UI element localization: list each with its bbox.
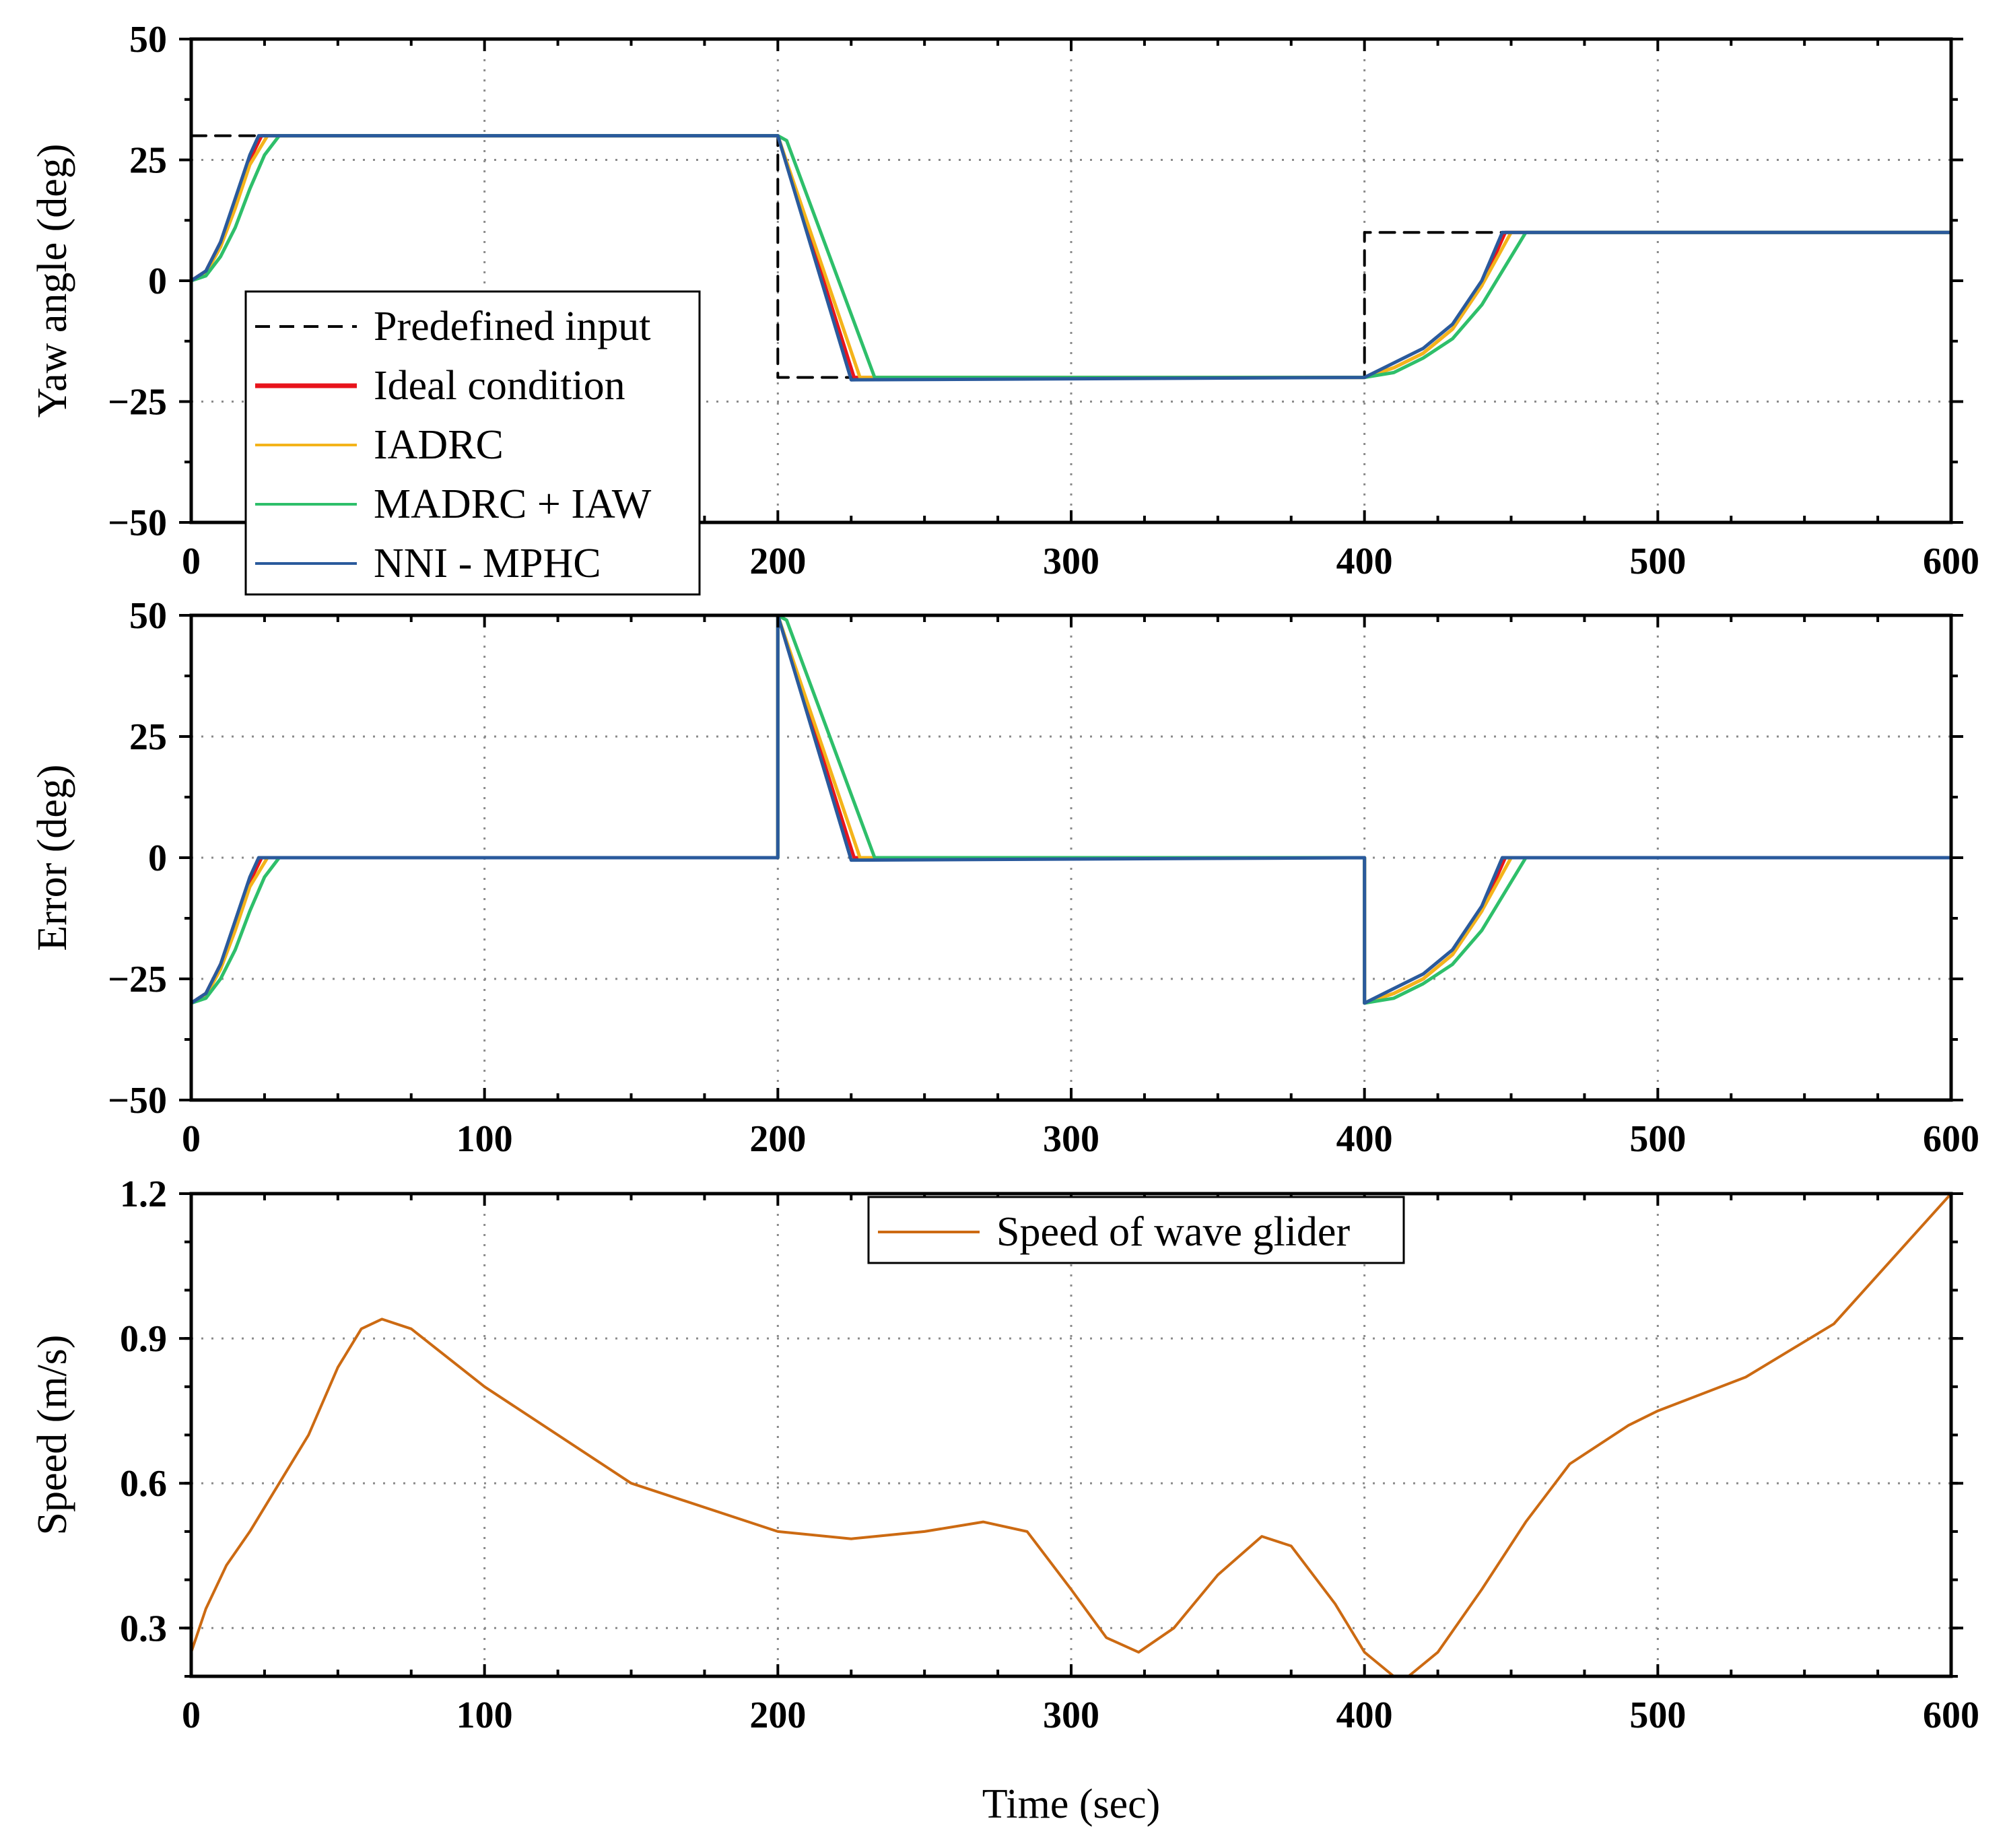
error-panel: 0 100 200 300 400 500 600 50 25 0 −25 −50 Error (de…	[30, 595, 1979, 1160]
yaw-x-tick-label: 600	[1923, 541, 1979, 582]
yaw-y-tick-label: −25	[108, 382, 167, 423]
legend-entry-speed-of-wave-glider: Speed of wave glider	[878, 1209, 1350, 1255]
error-y-tick-label: 0	[148, 837, 167, 879]
yaw-y-tick-label: 0	[148, 261, 167, 302]
yaw-series-madrc-iaw	[189, 134, 1953, 380]
error-y-tick-label: −50	[108, 1080, 167, 1122]
speed-series-speed-of-wave-glider	[190, 1192, 1952, 1678]
error-x-tick-label: 0	[182, 1118, 201, 1160]
speed-legend: Speed of wave glider	[867, 1196, 1405, 1264]
error-x-tick-label: 500	[1629, 1118, 1686, 1160]
yaw-y-tick-label: 25	[129, 140, 167, 182]
yaw-series-iadrc	[189, 134, 1953, 380]
legend-label: NNI - MPHC	[374, 541, 601, 586]
legend-label: Speed of wave glider	[996, 1209, 1350, 1255]
yaw-x-tick-label: 400	[1336, 541, 1393, 582]
error-y-axis-title: Error (deg)	[30, 764, 75, 951]
speed-x-tick-label: 300	[1043, 1695, 1099, 1736]
error-series-madrc-iaw	[189, 613, 1953, 1005]
error-x-tick-label: 600	[1923, 1118, 1979, 1160]
yaw-series-nni-mphc	[189, 134, 1953, 382]
legend-label: IADRC	[374, 422, 504, 468]
speed-x-tick-label: 500	[1629, 1695, 1686, 1736]
speed-y-axis-title: Speed (m/s)	[30, 1335, 75, 1536]
error-x-tick-label: 200	[749, 1118, 806, 1160]
yaw-x-tick-label: 300	[1043, 541, 1099, 582]
error-series-iadrc	[189, 613, 1953, 1005]
yaw-y-tick-label: 50	[129, 19, 167, 61]
speed-y-tick-label: 0.6	[120, 1463, 167, 1505]
speed-legend-box	[867, 1196, 1405, 1264]
speed-y-tick-label: 1.2	[120, 1173, 167, 1215]
speed-y-tick-label: 0.9	[120, 1318, 167, 1360]
error-series-nni-mphc	[189, 613, 1953, 1005]
yaw-x-tick-label: 200	[749, 541, 806, 582]
legend-entry-predefined-input: Predefined input	[255, 304, 651, 349]
error-y-tick-label: 25	[129, 716, 167, 758]
speed-x-tick-label: 100	[456, 1695, 513, 1736]
legend-entry-ideal-condition: Ideal condition	[255, 363, 625, 409]
speed-y-tick-label: 0.3	[120, 1608, 167, 1649]
error-x-tick-label: 300	[1043, 1118, 1099, 1160]
speed-x-tick-label: 400	[1336, 1695, 1393, 1736]
yaw-legend: Predefined input Ideal condition IADRC M…	[244, 290, 701, 596]
yaw-x-tick-label: 0	[182, 541, 201, 582]
legend-label: Ideal condition	[374, 363, 625, 409]
speed-panel: 0 100 200 300 400 500 600 1.2 0.9 0.6 0.3 Speed (m…	[30, 1173, 1979, 1827]
error-y-tick-label: 50	[129, 595, 167, 637]
legend-label: Predefined input	[374, 304, 651, 349]
x-axis-title: Time (sec)	[982, 1781, 1161, 1827]
yaw-legend-box	[244, 290, 701, 596]
error-x-tick-label: 100	[456, 1118, 513, 1160]
speed-x-tick-label: 600	[1923, 1695, 1979, 1736]
legend-entry-nni-mphc: NNI - MPHC	[255, 541, 601, 586]
yaw-x-tick-label: 500	[1629, 541, 1686, 582]
speed-x-tick-label: 0	[182, 1695, 201, 1736]
yaw-y-tick-label: −50	[108, 502, 167, 544]
error-x-tick-label: 400	[1336, 1118, 1393, 1160]
yaw-y-axis-title: Yaw angle (deg)	[30, 144, 75, 418]
legend-entry-iadrc: IADRC	[255, 422, 504, 468]
legend-entry-madrc-iaw: MADRC + IAW	[255, 481, 652, 527]
legend-label: MADRC + IAW	[374, 481, 652, 527]
speed-x-tick-label: 200	[749, 1695, 806, 1736]
error-y-tick-label: −25	[108, 959, 167, 1000]
